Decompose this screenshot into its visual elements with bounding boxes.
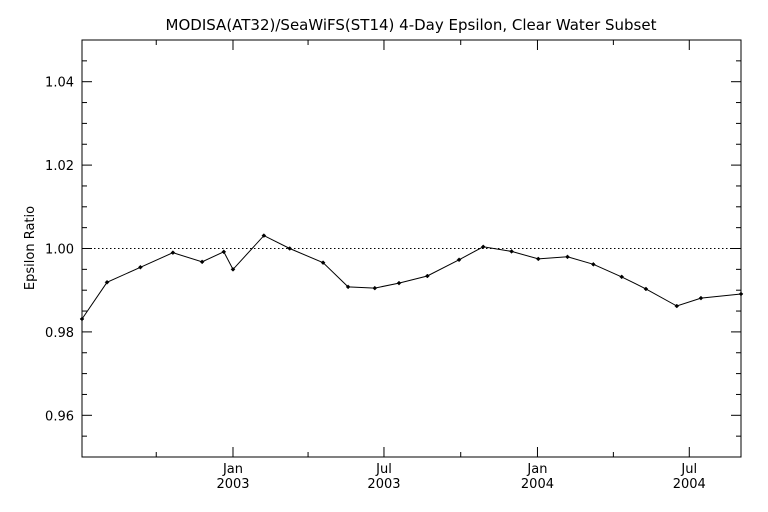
y-tick-label: 0.98: [45, 326, 74, 341]
y-tick-label: 0.96: [45, 409, 74, 424]
data-point: [396, 280, 402, 286]
data-point: [509, 249, 514, 254]
data-point: [199, 259, 205, 265]
x-tick-label-month: Jan: [222, 462, 243, 477]
data-point: [565, 254, 570, 260]
y-tick-label: 1.02: [45, 159, 74, 174]
y-axis-label: Epsilon Ratio: [23, 206, 38, 290]
data-point: [456, 257, 462, 263]
data-point: [424, 273, 430, 279]
data-point: [619, 274, 625, 280]
y-tick-label: 1.04: [45, 76, 74, 91]
data-point: [698, 295, 704, 301]
data-point: [287, 246, 293, 251]
x-tick-label-year: 2004: [521, 477, 554, 492]
x-tick-label-month: Jul: [680, 462, 697, 477]
data-point: [221, 249, 227, 255]
data-point: [320, 260, 326, 266]
data-point: [480, 244, 486, 250]
x-tick-label-year: 2003: [367, 477, 400, 492]
data-point: [104, 279, 110, 285]
data-point: [738, 291, 744, 297]
data-point: [590, 261, 596, 267]
data-point: [170, 250, 176, 256]
y-tick-label: 1.00: [45, 243, 74, 258]
data-point: [345, 284, 351, 290]
data-point: [79, 316, 85, 322]
data-point: [372, 285, 378, 291]
data-point: [535, 256, 541, 262]
x-tick-label-month: Jul: [375, 462, 392, 477]
data-point: [674, 303, 680, 309]
x-tick-label-year: 2004: [673, 477, 706, 492]
x-tick-label-year: 2003: [216, 477, 249, 492]
data-point: [230, 266, 236, 272]
chart-title: MODISA(AT32)/SeaWiFS(ST14) 4-Day Epsilon…: [166, 16, 657, 34]
data-point: [643, 286, 649, 292]
x-tick-label-month: Jan: [526, 462, 547, 477]
data-point: [261, 233, 267, 238]
data-point: [138, 264, 143, 270]
